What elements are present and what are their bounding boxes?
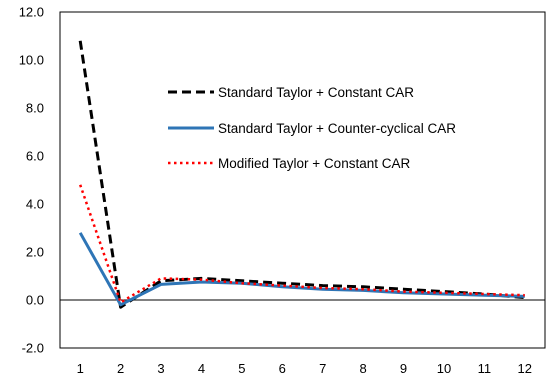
legend-label: Standard Taylor + Constant CAR bbox=[218, 85, 414, 100]
x-tick-label: 1 bbox=[77, 361, 84, 376]
legend-entry: Standard Taylor + Constant CAR bbox=[168, 85, 414, 100]
x-tick-label: 10 bbox=[437, 361, 451, 376]
x-tick-label: 6 bbox=[279, 361, 286, 376]
y-tick-label: 2.0 bbox=[26, 245, 44, 260]
legend-entry: Standard Taylor + Counter-cyclical CAR bbox=[168, 121, 456, 136]
legend-label: Standard Taylor + Counter-cyclical CAR bbox=[218, 121, 456, 136]
x-tick-label: 2 bbox=[117, 361, 124, 376]
y-tick-label: -2.0 bbox=[22, 341, 44, 356]
x-tick-label: 5 bbox=[238, 361, 245, 376]
y-tick-label: 6.0 bbox=[26, 149, 44, 164]
y-tick-label: 10.0 bbox=[19, 53, 44, 68]
y-tick-label: 8.0 bbox=[26, 101, 44, 116]
x-tick-label: 4 bbox=[198, 361, 205, 376]
series-lines bbox=[78, 40, 525, 309]
x-tick-label: 3 bbox=[157, 361, 164, 376]
series-line-modified-taylor-constant-car bbox=[79, 184, 525, 304]
y-tick-label: 12.0 bbox=[19, 5, 44, 20]
plot-area-border bbox=[59, 11, 546, 349]
y-tick-label: 0.0 bbox=[26, 293, 44, 308]
x-tick-label: 9 bbox=[400, 361, 407, 376]
series-line-standard-taylor-constant-car bbox=[78, 40, 525, 309]
x-tick-label: 7 bbox=[319, 361, 326, 376]
legend: Standard Taylor + Constant CAR Standard … bbox=[168, 85, 456, 171]
x-tick-label: 12 bbox=[518, 361, 532, 376]
legend-label: Modified Taylor + Constant CAR bbox=[218, 156, 410, 171]
axes: -2.00.02.04.06.08.010.012.01 2 3 4 5 6 7 8 9 10 11… bbox=[19, 5, 546, 376]
legend-entry: Modified Taylor + Constant CAR bbox=[168, 156, 410, 171]
x-tick-label: 11 bbox=[478, 361, 492, 376]
y-tick-label: 4.0 bbox=[26, 197, 44, 212]
x-tick-label: 8 bbox=[360, 361, 367, 376]
